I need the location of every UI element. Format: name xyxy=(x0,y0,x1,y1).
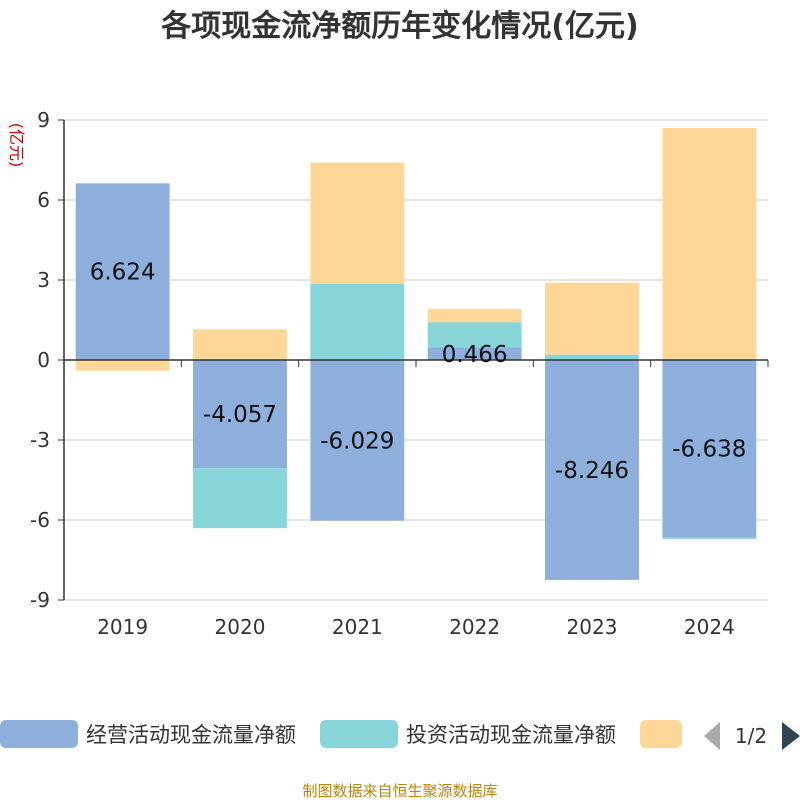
legend-swatch-1[interactable] xyxy=(0,720,78,748)
data-label: -4.057 xyxy=(203,402,277,428)
x-tick-label: 2023 xyxy=(567,615,618,639)
data-labels: 6.624 -4.057 -6.029 0.466 -8.246 -6.638 xyxy=(90,260,747,484)
x-tick-label: 2020 xyxy=(215,615,266,639)
legend-swatch-3[interactable] xyxy=(640,720,682,748)
bars xyxy=(75,128,757,580)
bar-2024-series-1 xyxy=(662,360,757,538)
y-tick-label: 3 xyxy=(37,268,50,292)
bar-2019-series-3 xyxy=(75,360,170,371)
bar-2023-series-2 xyxy=(545,354,639,360)
bar-2021-series-2 xyxy=(310,284,405,360)
chart-title: 各项现金流净额历年变化情况(亿元) xyxy=(160,9,638,44)
data-label: 0.466 xyxy=(442,342,508,368)
legend: 经营活动现金流量净额 投资活动现金流量净额 1/2 xyxy=(0,720,800,750)
bar-2022-series-3 xyxy=(427,308,522,323)
data-label: 6.624 xyxy=(90,260,156,286)
y-tick-label: 9 xyxy=(37,108,50,132)
legend-page-indicator: 1/2 xyxy=(735,724,767,748)
y-tick-label: 6 xyxy=(37,188,50,212)
legend-label-2[interactable]: 投资活动现金流量净额 xyxy=(406,723,616,747)
legend-prev-icon[interactable] xyxy=(704,722,720,750)
bar-2020-series-1 xyxy=(193,360,287,469)
y-tick-label: -3 xyxy=(30,428,50,452)
data-label: -6.029 xyxy=(320,428,394,454)
bar-2021-series-3 xyxy=(310,162,405,284)
bar-2021-series-1 xyxy=(310,360,405,521)
bar-2023-series-1 xyxy=(545,360,639,580)
bar-2022-series-1 xyxy=(427,347,522,360)
y-tick-label: -9 xyxy=(30,588,50,612)
x-tick-label: 2024 xyxy=(684,615,735,639)
y-tick-label: 0 xyxy=(37,348,50,372)
legend-swatch-2[interactable] xyxy=(320,720,398,748)
data-label: -8.246 xyxy=(555,458,629,484)
legend-label-1[interactable]: 经营活动现金流量净额 xyxy=(86,723,296,747)
bar-2023-series-3 xyxy=(545,282,639,355)
y-axis-unit-label: (亿元) xyxy=(7,123,26,168)
y-tick-label: -6 xyxy=(30,508,50,532)
bar-2024-series-2 xyxy=(662,537,757,540)
bar-2019-series-1 xyxy=(75,183,170,360)
x-tick-label: 2019 xyxy=(97,615,148,639)
x-tick-label: 2022 xyxy=(449,615,500,639)
bar-2020-series-3 xyxy=(193,329,287,360)
legend-next-icon[interactable] xyxy=(782,722,800,750)
bar-2024-series-3 xyxy=(662,128,757,360)
source-note: 制图数据来自恒生聚源数据库 xyxy=(302,782,497,800)
axes: 9 6 3 0 -3 -6 -9 2019 2020 2021 2022 2023 2024 xyxy=(30,108,769,639)
data-label: -6.638 xyxy=(672,437,746,463)
bar-2022-series-2 xyxy=(427,322,522,348)
bar-2020-series-2 xyxy=(193,468,287,529)
grid-lines xyxy=(64,119,768,601)
x-tick-label: 2021 xyxy=(332,615,383,639)
